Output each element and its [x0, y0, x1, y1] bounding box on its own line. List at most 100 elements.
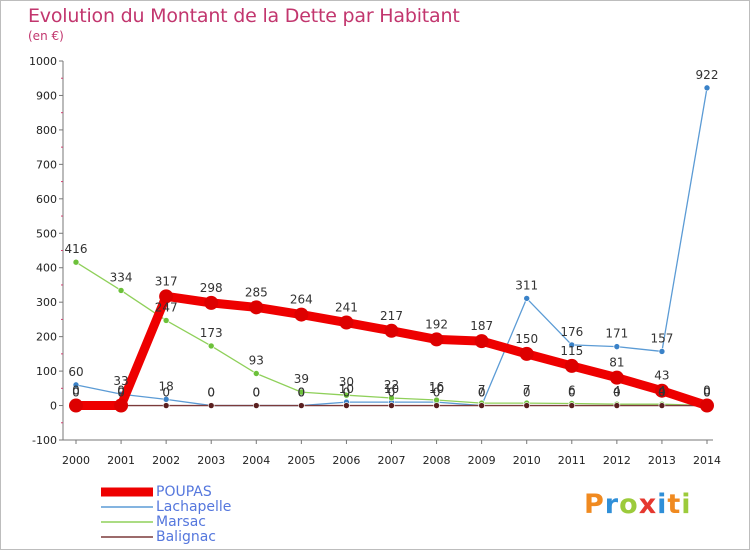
data-point-lachapelle — [523, 295, 531, 302]
legend-swatch-marsac — [101, 521, 153, 523]
y-tick-label: 800 — [36, 124, 57, 137]
data-label-marsac: 173 — [200, 326, 223, 340]
data-label-marsac: 416 — [65, 242, 88, 256]
data-point-poupas — [339, 315, 354, 330]
data-point-poupas — [519, 346, 534, 361]
x-tick-label: 2004 — [242, 454, 270, 467]
data-point-balignac — [433, 402, 440, 409]
chart-subtitle: (en €) — [28, 29, 64, 43]
data-point-poupas — [204, 295, 219, 310]
data-point-poupas — [249, 300, 264, 315]
legend-swatch-balignac — [101, 536, 153, 538]
y-tick-label: 900 — [36, 89, 57, 102]
data-label-lachapelle: 10 — [429, 382, 444, 396]
data-label-poupas: 264 — [290, 293, 313, 307]
data-label-balignac: 0 — [298, 386, 306, 400]
legend-label-lachapelle: Lachapelle — [156, 499, 232, 515]
data-label-marsac: 6 — [568, 383, 576, 397]
logo-letter: r — [604, 489, 620, 520]
data-label-marsac: 4 — [613, 384, 621, 398]
data-label-lachapelle: 10 — [384, 382, 399, 396]
data-label-lachapelle: 10 — [339, 382, 354, 396]
data-label-lachapelle: 176 — [560, 325, 583, 339]
data-label-marsac: 16 — [429, 380, 444, 394]
data-label-poupas: 81 — [609, 356, 624, 370]
data-label-balignac: 0 — [658, 386, 666, 400]
data-label-lachapelle: 0 — [207, 386, 215, 400]
data-label-lachapelle: 18 — [159, 379, 174, 393]
data-label-marsac: 4 — [658, 384, 666, 398]
data-label-poupas: 217 — [380, 309, 403, 323]
data-point-balignac — [478, 402, 485, 409]
x-tick-label: 2010 — [513, 454, 541, 467]
data-label-poupas: 285 — [245, 285, 268, 299]
x-tick-label: 2001 — [107, 454, 135, 467]
data-label-balignac: 0 — [72, 386, 80, 400]
data-label-poupas: 187 — [470, 319, 493, 333]
data-point-balignac — [207, 402, 215, 409]
proxiti-logo: Proxiti — [584, 489, 692, 520]
x-tick-label: 2013 — [648, 454, 676, 467]
data-label-balignac: 0 — [433, 386, 441, 400]
data-point-marsac — [207, 342, 215, 350]
data-label-balignac: 0 — [388, 386, 396, 400]
data-label-lachapelle: 311 — [515, 278, 538, 292]
data-point-poupas — [609, 370, 624, 385]
data-label-lachapelle: 922 — [696, 68, 719, 82]
data-label-balignac: 0 — [207, 386, 215, 400]
data-point-poupas — [384, 323, 399, 338]
data-label-balignac: 0 — [252, 386, 260, 400]
data-label-marsac: 30 — [339, 375, 354, 389]
x-tick-label: 2005 — [287, 454, 315, 467]
data-point-poupas — [114, 398, 129, 413]
legend-label-poupas: POUPAS — [156, 484, 212, 500]
data-point-poupas — [564, 358, 579, 373]
data-label-marsac: 22 — [384, 378, 399, 392]
data-label-poupas: 0 — [703, 384, 711, 398]
logo-letter: t — [667, 489, 682, 520]
data-label-lachapelle: 33 — [113, 374, 128, 388]
data-label-balignac: 0 — [343, 386, 351, 400]
data-label-poupas: 115 — [560, 344, 583, 358]
data-point-marsac — [72, 258, 80, 266]
data-label-marsac: 7 — [478, 383, 486, 397]
x-tick-label: 2008 — [423, 454, 451, 467]
data-label-poupas: 0 — [117, 384, 125, 398]
logo-letter: i — [657, 489, 668, 520]
data-label-poupas: 298 — [200, 281, 223, 295]
data-label-balignac: 0 — [613, 386, 621, 400]
logo-letter: o — [619, 489, 639, 520]
data-point-balignac — [298, 402, 305, 409]
data-label-marsac: 7 — [523, 383, 531, 397]
y-tick-label: 300 — [36, 296, 57, 309]
x-tick-label: 2009 — [468, 454, 496, 467]
legend-swatch-lachapelle — [101, 506, 153, 508]
data-label-marsac: 247 — [155, 300, 178, 314]
data-point-balignac — [343, 402, 350, 409]
y-tick-label: -100 — [32, 434, 57, 447]
y-tick-label: 100 — [36, 365, 57, 378]
y-tick-label: 200 — [36, 331, 57, 344]
x-tick-label: 2012 — [603, 454, 631, 467]
data-label-marsac: 93 — [249, 354, 264, 368]
data-point-marsac — [117, 287, 125, 294]
legend-label-marsac: Marsac — [156, 514, 206, 530]
data-point-poupas — [159, 289, 174, 304]
data-label-marsac: 39 — [294, 372, 309, 386]
data-label-poupas: 317 — [155, 274, 178, 288]
data-point-balignac — [388, 402, 395, 409]
data-label-balignac: 0 — [703, 386, 711, 400]
data-label-poupas: 192 — [425, 317, 448, 331]
logo-letter: i — [681, 489, 692, 520]
legend-label-balignac: Balignac — [156, 529, 216, 545]
x-tick-label: 2007 — [378, 454, 406, 467]
data-point-balignac — [568, 402, 576, 409]
data-point-poupas — [474, 334, 489, 349]
y-tick-label: 700 — [36, 158, 57, 171]
data-label-marsac: 0 — [703, 386, 711, 400]
data-label-poupas: 150 — [515, 332, 538, 346]
x-tick-label: 2014 — [693, 454, 721, 467]
data-label-lachapelle: 60 — [68, 365, 83, 379]
data-point-marsac — [343, 391, 350, 399]
